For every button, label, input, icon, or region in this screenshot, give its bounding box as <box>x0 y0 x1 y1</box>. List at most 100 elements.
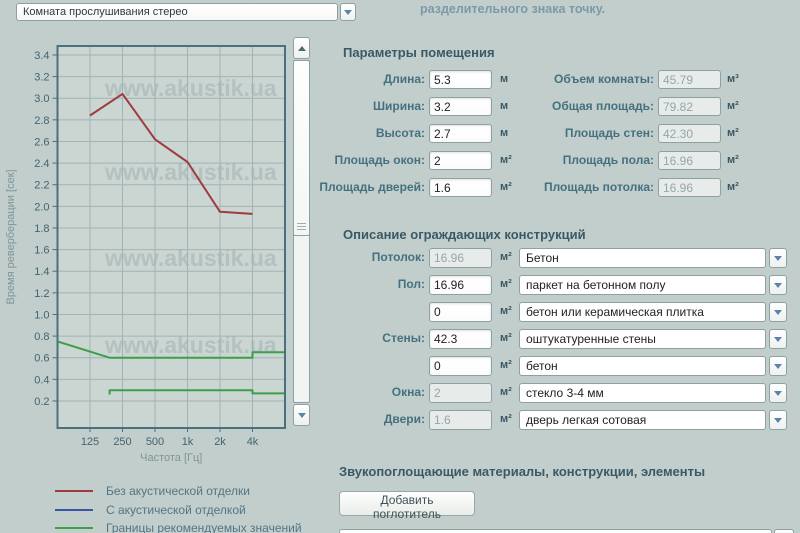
svg-text:1.4: 1.4 <box>34 266 49 278</box>
svg-text:4k: 4k <box>247 436 259 448</box>
floor-material-select[interactable]: паркет на бетонном полу <box>519 275 766 295</box>
floor-extra-material-arrow-button[interactable] <box>769 302 787 322</box>
chart-scrollbar-thumb[interactable] <box>293 60 310 236</box>
absorber-select-partial[interactable] <box>339 529 772 533</box>
ceiling-area-unit: м² <box>727 181 739 193</box>
walls-area-input[interactable] <box>429 329 492 349</box>
svg-text:1.6: 1.6 <box>34 245 49 257</box>
svg-text:1k: 1k <box>182 436 194 448</box>
chart-scroll-down-button[interactable] <box>293 404 310 426</box>
walls-area-field <box>658 124 721 143</box>
unit-label: м² <box>500 386 512 398</box>
floor-area-field <box>658 151 721 170</box>
unit-label: м² <box>500 305 512 317</box>
svg-text:2.8: 2.8 <box>34 115 49 127</box>
width-input[interactable] <box>429 97 492 116</box>
height-input[interactable] <box>429 124 492 143</box>
absorber-select-arrow-button[interactable] <box>774 529 794 533</box>
ceiling-material-select[interactable]: Бетон <box>519 248 766 268</box>
chevron-down-icon <box>774 390 782 400</box>
chevron-down-icon <box>774 336 782 346</box>
svg-text:0.8: 0.8 <box>34 331 49 343</box>
svg-text:2.2: 2.2 <box>34 180 49 192</box>
room-volume-unit: м³ <box>727 73 739 85</box>
length-unit: м <box>500 73 509 85</box>
floor-extra-material-select[interactable]: бетон или керамическая плитка <box>519 302 766 322</box>
chevron-down-icon <box>344 9 352 19</box>
doors-material-arrow-button[interactable] <box>769 410 787 430</box>
chart-scroll-up-button[interactable] <box>293 37 310 59</box>
chevron-down-icon <box>774 417 782 427</box>
doors-material-select[interactable]: дверь легкая сотовая <box>519 410 766 430</box>
svg-text:3.4: 3.4 <box>34 50 49 62</box>
unit-label: м² <box>500 278 512 290</box>
reverberation-chart: www.akustik.uawww.akustik.uawww.akustik.… <box>5 45 286 464</box>
ceiling-label: Потолок: <box>371 250 425 264</box>
section-title-constructions: Описание ограждающих конструкций <box>343 227 586 242</box>
legend-label: Границы рекомендуемых значений <box>106 521 302 533</box>
length-input[interactable] <box>429 70 492 89</box>
chevron-down-icon <box>774 363 782 373</box>
svg-text:www.akustik.ua: www.akustik.ua <box>104 245 277 271</box>
walls-material-select[interactable]: оштукатуренные стены <box>519 329 766 349</box>
chevron-down-icon <box>774 282 782 292</box>
floor-area-input[interactable] <box>429 275 492 295</box>
svg-text:www.akustik.ua: www.akustik.ua <box>104 75 277 101</box>
triangle-down-icon <box>297 412 306 422</box>
ceiling-material-arrow-button[interactable] <box>769 248 787 268</box>
svg-text:500: 500 <box>146 436 164 448</box>
windows-material-select[interactable]: стекло 3-4 мм <box>519 383 766 403</box>
width-label: Ширина: <box>372 99 425 113</box>
legend-label: С акустической отделкой <box>106 503 246 517</box>
grip-icon <box>297 223 306 231</box>
unit-label: м² <box>500 413 512 425</box>
windows-area-label: Площадь окон: <box>334 153 425 167</box>
windows-area-unit: м² <box>500 154 512 166</box>
floor-material-arrow-button[interactable] <box>769 275 787 295</box>
walls-extra-material-arrow-button[interactable] <box>769 356 787 376</box>
svg-text:0.4: 0.4 <box>34 374 49 386</box>
room-volume-label: Объем комнаты: <box>553 72 654 86</box>
svg-text:2.6: 2.6 <box>34 136 49 148</box>
svg-text:250: 250 <box>113 436 131 448</box>
triangle-up-icon <box>297 42 306 51</box>
unit-label: м² <box>500 332 512 344</box>
doors-area-unit: м² <box>500 181 512 193</box>
legend-red-line <box>55 490 93 492</box>
svg-text:1.8: 1.8 <box>34 223 49 235</box>
svg-text:3.0: 3.0 <box>34 93 49 105</box>
doors-area-input[interactable] <box>429 178 492 197</box>
windows-material-arrow-button[interactable] <box>769 383 787 403</box>
floor-area-label: Площадь пола: <box>562 153 654 167</box>
ceiling-area-label: Площадь потолка: <box>543 180 654 194</box>
svg-text:0.2: 0.2 <box>34 396 49 408</box>
doors-area-field <box>429 410 492 430</box>
svg-text:2.0: 2.0 <box>34 201 49 213</box>
legend-blue-line <box>55 509 93 511</box>
section-title-absorbers: Звукопоглощающие материалы, конструкции,… <box>339 464 706 479</box>
walls-extra-area-input[interactable] <box>429 356 492 376</box>
add-absorber-button[interactable]: Добавить поглотитель <box>339 491 475 521</box>
walls-extra-material-select[interactable]: бетон <box>519 356 766 376</box>
ceiling-area-field <box>658 178 721 197</box>
svg-text:1.0: 1.0 <box>34 309 49 321</box>
legend-row: Без акустической отделки <box>55 484 250 498</box>
ceiling-area-input <box>429 248 492 268</box>
windows-area-field <box>429 383 492 403</box>
chevron-down-icon <box>774 309 782 319</box>
room-preset-arrow-button[interactable] <box>340 3 356 21</box>
height-unit: м <box>500 127 509 139</box>
walls-material-arrow-button[interactable] <box>769 329 787 349</box>
total-area-label: Общая площадь: <box>551 99 654 113</box>
legend-row: С акустической отделкой <box>55 503 246 517</box>
svg-text:125: 125 <box>81 436 99 448</box>
floor-extra-area-input[interactable] <box>429 302 492 322</box>
length-label: Длина: <box>383 72 425 86</box>
total-area-unit: м² <box>727 100 739 112</box>
room-preset-select[interactable]: Комната прослушивания стерео <box>16 3 338 21</box>
windows-area-input[interactable] <box>429 151 492 170</box>
legend-green-line <box>55 527 93 529</box>
svg-text:Частота [Гц]: Частота [Гц] <box>140 452 202 464</box>
walls-label: Стены: <box>382 331 425 345</box>
